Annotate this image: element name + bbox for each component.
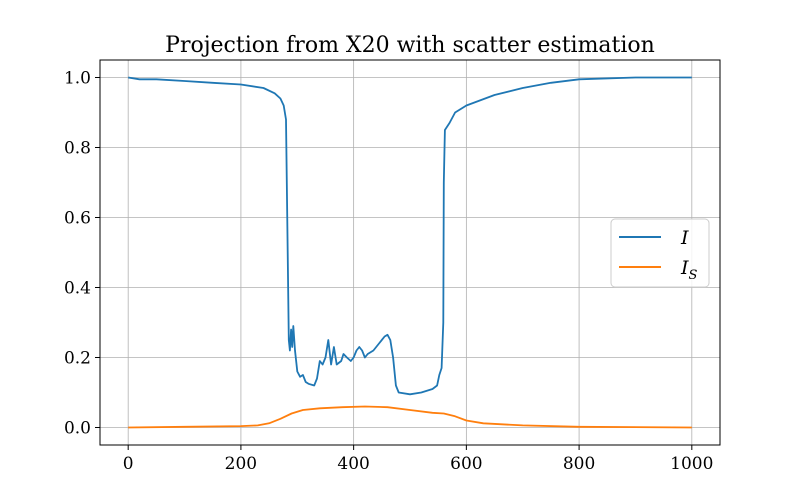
series-line-i: [128, 76, 692, 396]
y-tick-label: 0.8: [64, 139, 91, 159]
y-tick-label: 1.0: [64, 69, 91, 89]
x-tick-label: 800: [563, 454, 595, 474]
y-tick-label: 0.0: [64, 419, 91, 439]
y-tick-label: 0.2: [64, 349, 91, 369]
x-tick-label: 200: [225, 454, 257, 474]
series-layer: [128, 76, 692, 429]
series-line-i-s: [128, 405, 692, 429]
chart-title: Projection from X20 with scatter estimat…: [165, 33, 655, 58]
legend-label-main: I: [680, 257, 689, 279]
x-tick-label: 1000: [670, 454, 713, 474]
x-tick-label: 600: [450, 454, 482, 474]
legend-label-subscript: S: [689, 268, 698, 283]
plot-frame: [99, 59, 721, 446]
legend-label-main: I: [680, 227, 689, 249]
legend-label: IS: [680, 257, 698, 283]
y-tick-label: 0.6: [64, 209, 91, 229]
y-tick-label: 0.4: [64, 279, 91, 299]
legend-label: I: [680, 227, 689, 249]
x-tick-label: 0: [123, 454, 134, 474]
x-tick-label: 400: [337, 454, 369, 474]
tick-layer: 0 200 400 600 800 1000 0.0 0.2 0.4 0.6 0.8 1.0: [64, 69, 713, 475]
legend: IIS: [610, 218, 710, 288]
